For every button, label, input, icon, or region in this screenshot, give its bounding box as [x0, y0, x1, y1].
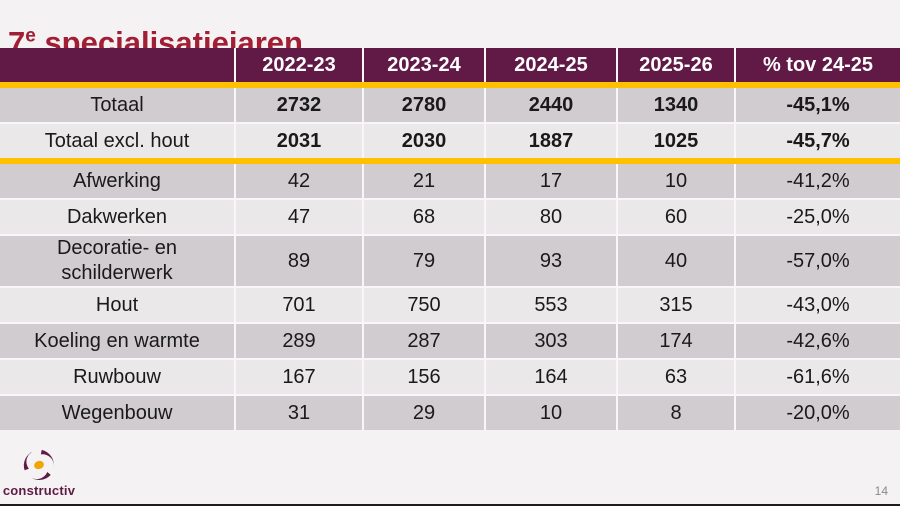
table-header-row: 2022-23 2023-24 2024-25 2025-26 % tov 24… [0, 48, 900, 88]
row-label: Dakwerken [0, 198, 235, 235]
table-row: Hout 701 750 553 315 -43,0% [0, 286, 900, 323]
table-row: Decoratie- en schilderwerk 89 79 93 40 -57,0% [0, 234, 900, 287]
table-cell: 167 [234, 358, 363, 395]
row-label: Decoratie- en schilderwerk [0, 234, 235, 287]
title-superscript: e [25, 25, 36, 47]
table-cell: -20,0% [734, 394, 900, 430]
table-cell: 31 [234, 394, 363, 430]
table-cell: 303 [484, 322, 617, 359]
table-cell: -61,6% [734, 358, 900, 395]
table-cell: 68 [362, 198, 485, 235]
table-cell: -43,0% [734, 286, 900, 323]
row-label: Wegenbouw [0, 394, 235, 430]
table-header: 2022-23 2023-24 2024-25 2025-26 % tov 24… [0, 48, 900, 88]
table-cell: 2440 [484, 84, 617, 123]
table-cell: 42 [234, 160, 363, 199]
table-cell: -45,7% [734, 122, 900, 164]
table-cell: 1340 [616, 84, 735, 123]
header-cell-year-2023-24: 2023-24 [362, 48, 485, 88]
table-cell: 40 [616, 234, 735, 287]
table-cell: 287 [362, 322, 485, 359]
constructiv-logo: constructiv [2, 447, 76, 498]
table-cell: 289 [234, 322, 363, 359]
table-row: Totaal excl. hout 2031 2030 1887 1025 -45,7% [0, 122, 900, 164]
table-cell: 10 [616, 160, 735, 199]
table-cell: -57,0% [734, 234, 900, 287]
table-cell: 164 [484, 358, 617, 395]
table-cell: -25,0% [734, 198, 900, 235]
table-cell: 156 [362, 358, 485, 395]
table-row: Ruwbouw 167 156 164 63 -61,6% [0, 358, 900, 395]
table-cell: 2030 [362, 122, 485, 164]
header-cell-year-2024-25: 2024-25 [484, 48, 617, 88]
table-cell: 60 [616, 198, 735, 235]
row-label: Hout [0, 286, 235, 323]
table-row: Afwerking 42 21 17 10 -41,2% [0, 160, 900, 199]
header-cell-year-2022-23: 2022-23 [234, 48, 363, 88]
table-cell: 553 [484, 286, 617, 323]
table-cell: 1887 [484, 122, 617, 164]
table-cell: 63 [616, 358, 735, 395]
constructiv-swirl-icon [23, 449, 54, 480]
table-cell: 10 [484, 394, 617, 430]
data-table: 2022-23 2023-24 2024-25 2025-26 % tov 24… [0, 48, 900, 430]
table-cell: 2732 [234, 84, 363, 123]
page-number: 14 [874, 484, 888, 498]
table-cell: 89 [234, 234, 363, 287]
table-row: Wegenbouw 31 29 10 8 -20,0% [0, 394, 900, 430]
table-cell: 47 [234, 198, 363, 235]
bottom-divider [0, 504, 900, 506]
table-row: Dakwerken 47 68 80 60 -25,0% [0, 198, 900, 235]
table-cell: -42,6% [734, 322, 900, 359]
logo-wordmark: constructiv [2, 483, 76, 498]
table-row: Totaal 2732 2780 2440 1340 -45,1% [0, 84, 900, 123]
header-cell-pct-tov-24-25: % tov 24-25 [734, 48, 900, 88]
table-body: Totaal 2732 2780 2440 1340 -45,1% Totaal excl.… [0, 84, 900, 430]
table-cell: 79 [362, 234, 485, 287]
row-label: Ruwbouw [0, 358, 235, 395]
header-cell-year-2025-26: 2025-26 [616, 48, 735, 88]
table-cell: 80 [484, 198, 617, 235]
table-cell: 17 [484, 160, 617, 199]
table-cell: -41,2% [734, 160, 900, 199]
table-cell: 93 [484, 234, 617, 287]
table-row: Koeling en warmte 289 287 303 174 -42,6% [0, 322, 900, 359]
table-cell: 701 [234, 286, 363, 323]
table-cell: 2780 [362, 84, 485, 123]
row-label: Totaal excl. hout [0, 122, 235, 164]
table-cell: 750 [362, 286, 485, 323]
table-cell: 2031 [234, 122, 363, 164]
row-label: Totaal [0, 84, 235, 123]
table-cell: 315 [616, 286, 735, 323]
row-label: Afwerking [0, 160, 235, 199]
header-cell-empty [0, 48, 235, 88]
table-cell: 1025 [616, 122, 735, 164]
table-cell: -45,1% [734, 84, 900, 123]
table-cell: 29 [362, 394, 485, 430]
table-cell: 174 [616, 322, 735, 359]
table-cell: 21 [362, 160, 485, 199]
table-cell: 8 [616, 394, 735, 430]
row-label: Koeling en warmte [0, 322, 235, 359]
